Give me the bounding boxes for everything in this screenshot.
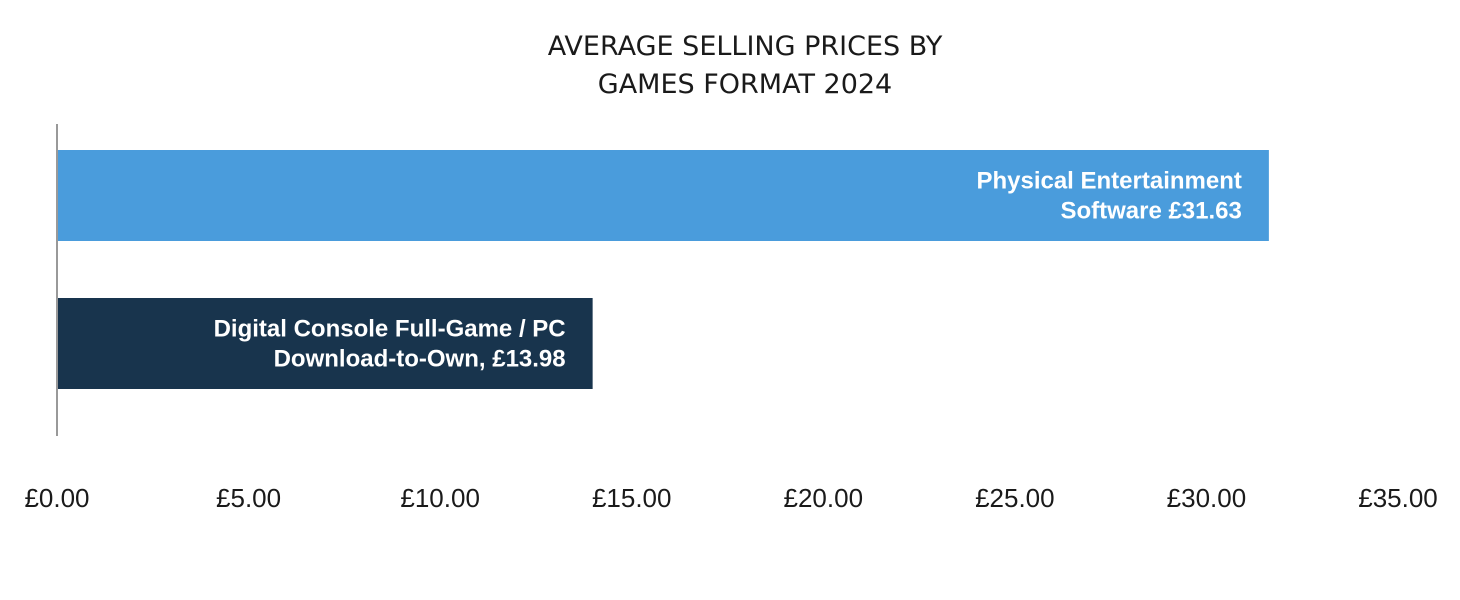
x-tick-label: £5.00 <box>216 483 281 513</box>
x-axis-tick-labels: £0.00 £5.00 £10.00 £15.00 £20.00 £25.00 £30.00… <box>24 483 1437 513</box>
x-tick-label: £0.00 <box>24 483 89 513</box>
bar-1-label-line-1: Digital Console Full-Game / PC <box>214 316 566 343</box>
x-tick-label: £30.00 <box>1167 483 1247 513</box>
x-tick-label: £15.00 <box>592 483 672 513</box>
bar-labels-layer: Physical Entertainment Software £31.63 Dig… <box>214 168 1242 373</box>
chart-title: AVERAGE SELLING PRICES BY GAMES FORMAT 2… <box>548 31 943 100</box>
chart-title-line-1: AVERAGE SELLING PRICES BY <box>548 31 943 62</box>
x-tick-label: £10.00 <box>400 483 480 513</box>
bar-1-label-line-2: Download-to-Own, £13.98 <box>274 346 566 373</box>
bars-layer <box>57 150 1269 389</box>
bar-0-label-line-1: Physical Entertainment <box>976 168 1241 195</box>
x-tick-label: £20.00 <box>784 483 864 513</box>
x-tick-label: £35.00 <box>1358 483 1438 513</box>
bar-0 <box>57 150 1269 241</box>
chart-title-line-2: GAMES FORMAT 2024 <box>598 69 892 100</box>
x-tick-label: £25.00 <box>975 483 1055 513</box>
bar-1 <box>57 298 593 389</box>
bar-0-label-line-2: Software £31.63 <box>1060 198 1241 225</box>
